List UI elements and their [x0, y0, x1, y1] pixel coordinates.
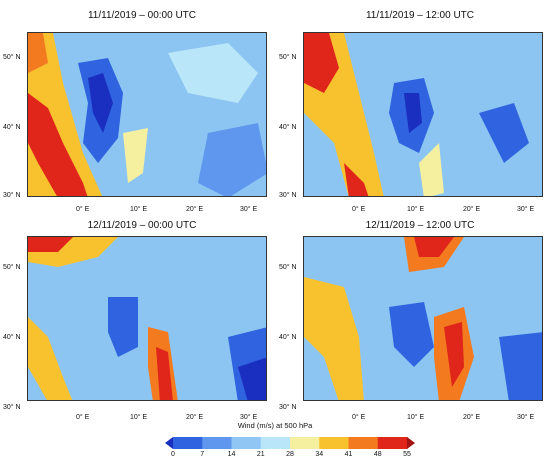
lat-label-50-panel-3: 50° N — [3, 264, 21, 271]
colorbar-extend-min — [165, 437, 173, 449]
colorbar-segment — [377, 437, 408, 449]
colorbar-label: Wind (m/s) at 500 hPa — [237, 421, 313, 430]
colorbar-segment — [260, 437, 291, 449]
lat-label-50-panel-1: 50° N — [3, 54, 21, 61]
colorbar-extend-max — [407, 437, 415, 449]
colorbar-tick-label: 34 — [315, 451, 324, 458]
panel-title-2: 11/11/2019 – 12:00 UTC — [365, 10, 475, 21]
panel-title-3: 12/11/2019 – 00:00 UTC — [87, 220, 197, 231]
lon-label-10-panel-3: 10° E — [130, 414, 148, 421]
colorbar-segment — [173, 437, 203, 449]
wind-map-panel-2 — [303, 32, 543, 197]
lon-label-30-panel-4: 30° E — [517, 414, 535, 421]
wind-map-panel-1 — [27, 32, 267, 197]
colorbar-tick-label: 55 — [403, 451, 411, 458]
colorbar-segment — [290, 437, 320, 449]
lon-label-20-panel-2: 20° E — [463, 206, 481, 213]
lon-label-30-panel-1: 30° E — [240, 206, 258, 213]
lon-label-30-panel-2: 30° E — [517, 206, 535, 213]
colorbar-tick-label: 14 — [227, 451, 236, 458]
lat-label-40-panel-3: 40° N — [3, 334, 21, 341]
colorbar-tick-label: 0 — [171, 451, 175, 458]
lat-label-30-panel-4: 30° N — [279, 404, 297, 411]
colorbar-tick-label: 21 — [256, 451, 265, 458]
lat-label-30-panel-1: 30° N — [3, 192, 21, 199]
lon-label-0-panel-4: 0° E — [352, 414, 366, 421]
panel-title-4: 12/11/2019 – 12:00 UTC — [365, 220, 475, 231]
panel-title-1: 11/11/2019 – 00:00 UTC — [87, 10, 197, 21]
colorbar-segment — [231, 437, 262, 449]
lon-label-20-panel-3: 20° E — [186, 414, 204, 421]
lat-label-30-panel-2: 30° N — [279, 192, 297, 199]
lat-label-40-panel-1: 40° N — [3, 124, 21, 131]
colorbar-tick-label: 41 — [344, 451, 353, 458]
lat-label-40-panel-2: 40° N — [279, 124, 297, 131]
lon-label-0-panel-3: 0° E — [76, 414, 90, 421]
colorbar-segment — [202, 437, 232, 449]
lat-label-50-panel-4: 50° N — [279, 264, 297, 271]
colorbar-tick-label: 7 — [200, 451, 205, 458]
lat-label-30-panel-3: 30° N — [3, 404, 21, 411]
lon-label-0-panel-1: 0° E — [76, 206, 90, 213]
lon-label-30-panel-3: 30° E — [240, 414, 258, 421]
lat-label-50-panel-2: 50° N — [279, 54, 297, 61]
colorbar-tick-label: 28 — [286, 451, 294, 458]
lat-label-40-panel-4: 40° N — [279, 334, 297, 341]
lon-label-0-panel-2: 0° E — [352, 206, 366, 213]
colorbar-segment — [348, 437, 379, 449]
lon-label-10-panel-4: 10° E — [407, 414, 425, 421]
colorbar-tick-label: 48 — [373, 451, 382, 458]
colorbar-segment — [319, 437, 349, 449]
wind-map-panel-3 — [27, 236, 267, 401]
lon-label-20-panel-4: 20° E — [463, 414, 481, 421]
colorbar — [165, 437, 415, 449]
lon-label-20-panel-1: 20° E — [186, 206, 204, 213]
lon-label-10-panel-2: 10° E — [407, 206, 425, 213]
wind-map-panel-4 — [303, 236, 543, 401]
lon-label-10-panel-1: 10° E — [130, 206, 148, 213]
